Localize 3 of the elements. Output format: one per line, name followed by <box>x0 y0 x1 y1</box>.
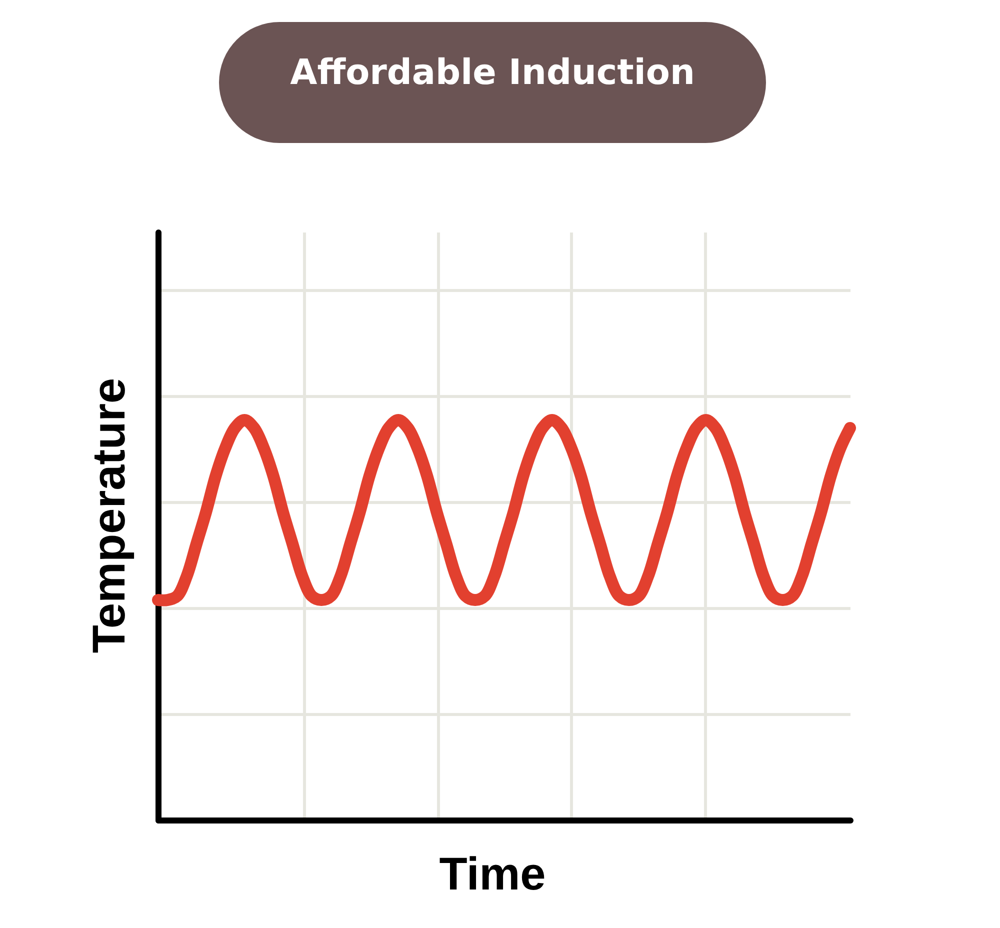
y-axis-title: Temperature <box>82 378 134 654</box>
chart-title: Affordable Induction <box>289 53 696 93</box>
x-axis-title: Time <box>439 848 546 900</box>
